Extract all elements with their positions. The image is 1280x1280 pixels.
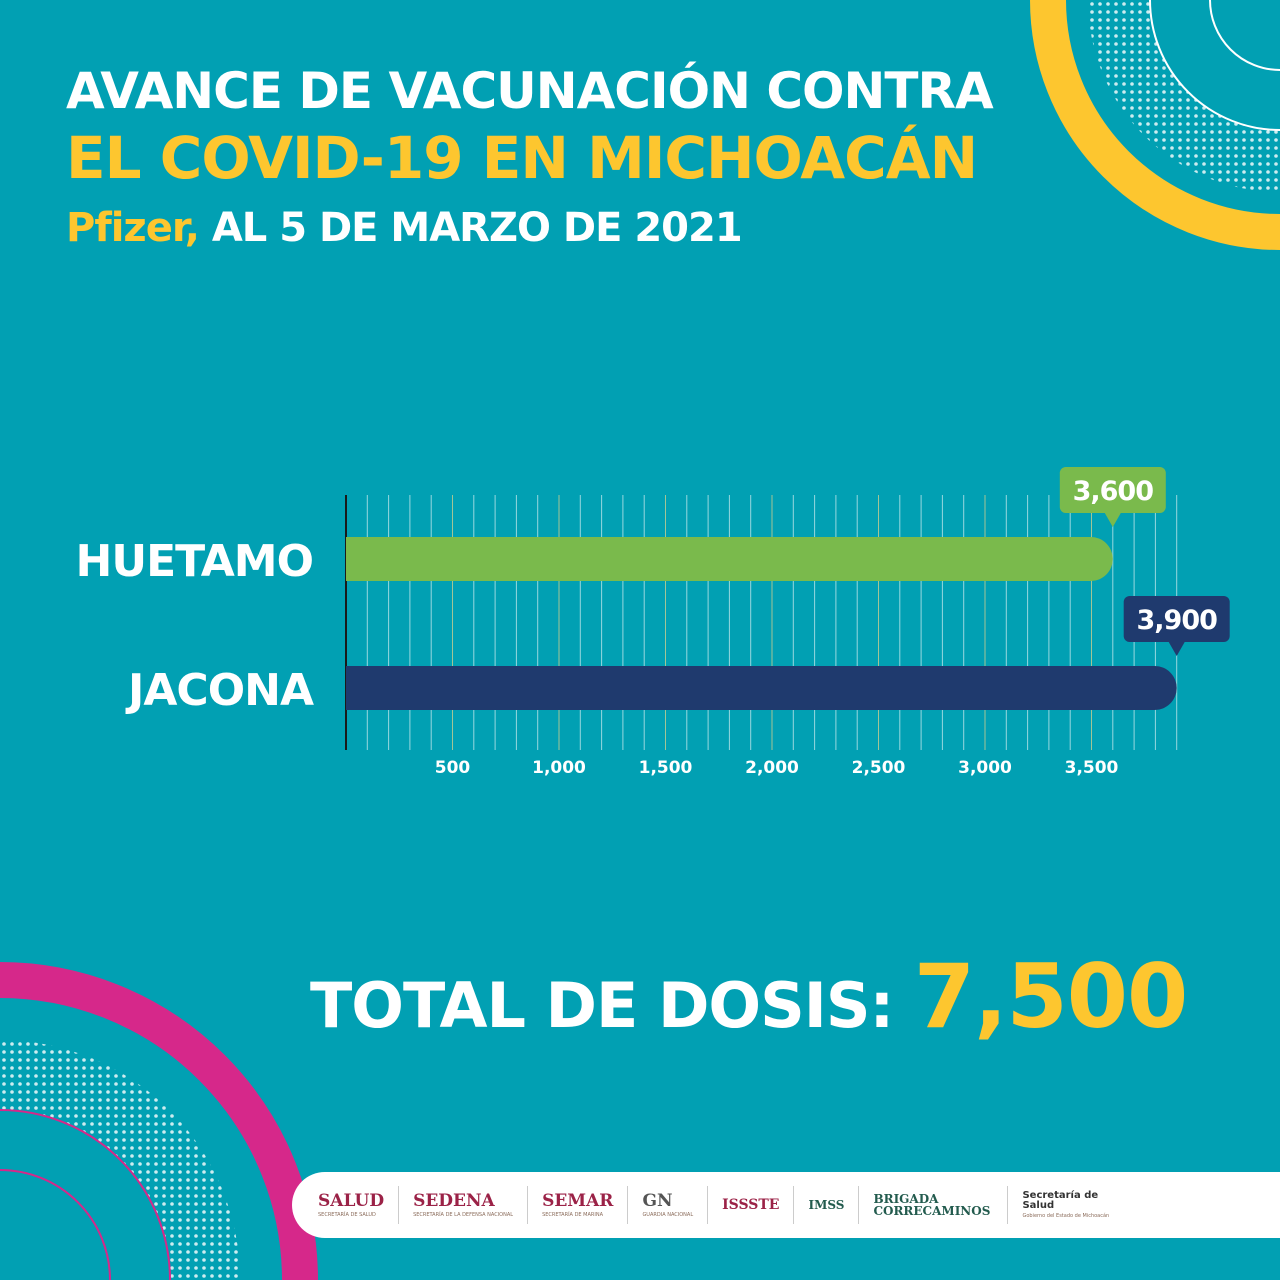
title-line-2: EL COVID-19 EN MICHOACÁN [66, 124, 978, 192]
data-label-pointer [1168, 642, 1185, 656]
divider [707, 1186, 709, 1224]
subtitle: Pfizer, AL 5 DE MARZO DE 2021 [66, 205, 743, 251]
bar-chart: 500 1,000 1,500 2,000 2,500 3,000 3,500 HUETAMO… [76, 467, 1230, 778]
divider [858, 1186, 860, 1224]
data-label-bubble [1123, 596, 1230, 642]
data-label: 3,900 [1136, 605, 1217, 636]
top-right-inner-fill [1150, 0, 1280, 130]
top-right-white-ring [1149, 0, 1280, 131]
bar-huetamo [346, 537, 1113, 581]
logo-gn: GN GUARDIA NACIONAL [642, 1190, 694, 1218]
logo-sedena: SEDENA SECRETARÍA DE LA DEFENSA NACIONAL [413, 1190, 514, 1218]
bottom-left-inner-fill [0, 1110, 170, 1280]
divider [527, 1186, 529, 1224]
divider [627, 1186, 629, 1224]
data-label-bubble [1059, 467, 1166, 513]
bottom-left-small-ring [0, 1169, 111, 1280]
x-tick-label: 3,500 [1065, 758, 1119, 778]
x-tick-label: 1,000 [532, 758, 586, 778]
divider [793, 1186, 795, 1224]
logo-secretaria-salud-michoacan: Secretaría de Salud Gobierno del Estado d… [1022, 1190, 1110, 1219]
top-right-yellow-ring [1030, 0, 1280, 250]
logo-brigada-correcaminos: BRIGADA CORRECAMINOS [873, 1192, 991, 1218]
data-label-pointer [1104, 513, 1121, 527]
title-line-1: AVANCE DE VACUNACIÓN CONTRA [66, 62, 994, 120]
logo-issste: ISSSTE [722, 1197, 780, 1213]
x-tick-label: 3,000 [958, 758, 1012, 778]
date-text: AL 5 DE MARZO DE 2021 [198, 205, 743, 251]
total-value: 7,500 [913, 945, 1188, 1048]
bar-jacona [346, 666, 1177, 710]
total-label: TOTAL DE DOSIS: [310, 969, 894, 1042]
logo-salud: SALUD SECRETARÍA DE SALUD [318, 1190, 385, 1218]
logo-imss: IMSS [808, 1198, 845, 1212]
divider [1007, 1186, 1009, 1224]
total-doses: TOTAL DE DOSIS: 7,500 [310, 945, 1188, 1048]
footer-logos: SALUD SECRETARÍA DE SALUD SEDENA SECRETARÍ… [292, 1172, 1280, 1238]
x-tick-label: 500 [435, 758, 471, 778]
vaccine-name: Pfizer, [66, 205, 200, 251]
logo-semar: SEMAR SECRETARÍA DE MARINA [542, 1190, 614, 1218]
divider [398, 1186, 400, 1224]
category-label: HUETAMO [76, 536, 313, 587]
data-label: 3,600 [1073, 476, 1154, 507]
x-tick-label: 2,500 [852, 758, 906, 778]
top-right-small-ring [1209, 0, 1280, 71]
x-tick-label: 2,000 [745, 758, 799, 778]
x-tick-label: 1,500 [639, 758, 693, 778]
bottom-left-thin-ring [0, 1109, 171, 1280]
category-label: JACONA [125, 665, 314, 716]
